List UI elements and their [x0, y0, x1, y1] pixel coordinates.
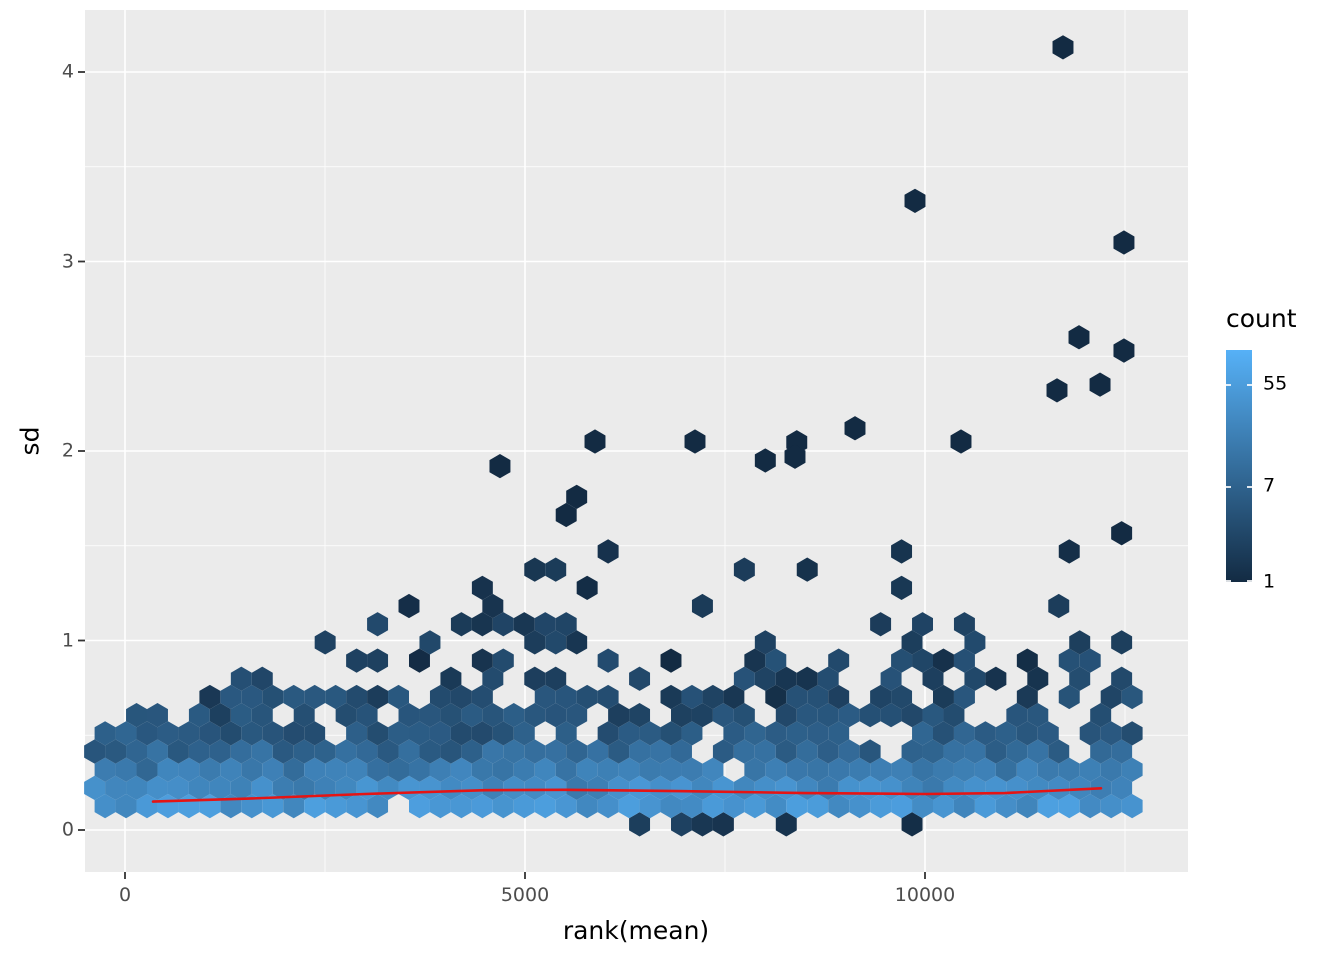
y-tick-label-1: 1 [61, 629, 74, 651]
y-tick-label-0: 0 [61, 818, 74, 841]
y-tick-label-4: 4 [61, 60, 74, 83]
legend-bar-tickmark [1247, 384, 1252, 387]
legend-gradient-bar [1226, 350, 1252, 582]
x-axis-title: rank(mean) [562, 916, 710, 945]
color-legend: count 55 7 1 [1226, 306, 1344, 606]
legend-bar-tickmark [1226, 384, 1231, 387]
x-tick-label-10000: 10000 [894, 884, 956, 906]
legend-bar-tickmark [1226, 485, 1231, 488]
y-axis-title: sd [15, 426, 45, 456]
y-tick-label-2: 2 [61, 439, 74, 462]
legend-tick-label-1: 1 [1263, 570, 1276, 593]
x-tick-label-0: 0 [118, 884, 132, 906]
legend-bar-tickmark [1247, 485, 1252, 488]
legend-bar-tickmark [1226, 580, 1231, 582]
legend-title: count [1226, 304, 1297, 333]
y-tick-label-3: 3 [61, 250, 74, 272]
x-tick-label-5000: 5000 [500, 884, 550, 906]
legend-tick-label-7: 7 [1263, 474, 1276, 497]
legend-tick-label-55: 55 [1263, 372, 1288, 395]
legend-bar-tickmark [1247, 580, 1252, 582]
